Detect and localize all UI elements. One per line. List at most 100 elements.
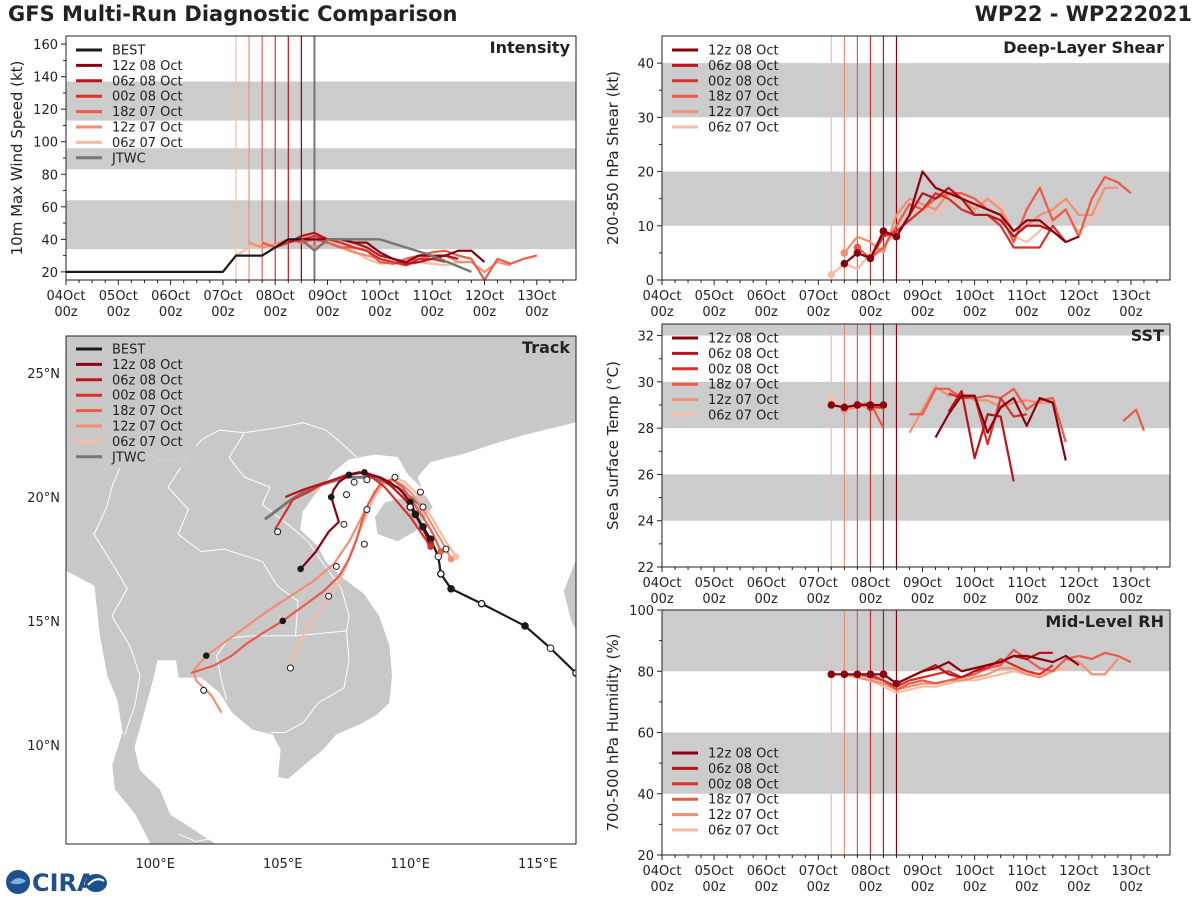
track-open-marker [416, 488, 424, 496]
legend-label: 12z 07 Oct [112, 420, 183, 435]
x-tick-label-date: 11Oct [1007, 576, 1046, 591]
track-18z-07-oct [190, 478, 442, 675]
x-tick-label-hour: 00z [1119, 880, 1143, 895]
x-tick-label-date: 05Oct [695, 576, 734, 591]
legend-label: 06z 07 Oct [708, 121, 779, 136]
legend-label: 00z 08 Oct [708, 74, 779, 89]
x-tick-label-date: 08Oct [256, 289, 295, 304]
chart-sst: 22242628303204Oct00z05Oct00z06Oct00z07Oc… [604, 323, 1171, 607]
y-tick-label: 140 [33, 71, 58, 86]
chart-track: 100°E 105°E 110°E 115°E 10°N 15°N 20°N 25°N Trac… [27, 335, 577, 872]
series-marker [827, 270, 836, 279]
track-open-marker [360, 540, 368, 548]
lon-tick-label: 110°E [390, 857, 430, 872]
legend-label: 18z 07 Oct [112, 105, 183, 120]
y-tick-label: 40 [637, 788, 654, 803]
x-tick-label-date: 07Oct [203, 289, 242, 304]
plot-frame [661, 35, 1171, 281]
track-marker [202, 652, 210, 659]
best-track-marker [546, 644, 555, 653]
track-open-marker [343, 491, 350, 499]
x-tick-label-date: 09Oct [903, 576, 942, 591]
track-open-marker [340, 520, 348, 528]
lat-tick-label: 25°N [27, 367, 60, 382]
jtwc-line [300, 238, 472, 273]
y-axis-label: 200-850 hPa Shear (kt) [604, 71, 622, 245]
x-tick-label-date: 13Oct [1111, 576, 1150, 591]
x-tick-label-hour: 00z [650, 305, 674, 320]
x-tick-label-hour: 00z [107, 305, 131, 320]
plot-area [662, 36, 1170, 280]
x-tick-label-date: 09Oct [903, 289, 942, 304]
x-tick-label-hour: 00z [755, 592, 779, 607]
legend-label: 06z 07 Oct [112, 136, 183, 151]
x-tick-label-hour: 00z [1067, 305, 1091, 320]
series-line-18z-07-oct [857, 648, 1132, 691]
track-06z-07-oct [289, 476, 458, 666]
series-line-06z-08-oct [883, 186, 1067, 243]
lon-tick-label: 105°E [263, 857, 303, 872]
best-track-marker [411, 510, 420, 519]
legend-label: 00z 08 Oct [708, 362, 779, 377]
legend-label: 12z 07 Oct [708, 105, 779, 120]
track-marker [452, 553, 460, 560]
chart-rh: 2040608010004Oct00z05Oct00z06Oct00z07Oct… [604, 604, 1171, 895]
legend-label: 18z 07 Oct [708, 378, 779, 393]
y-tick-label: 120 [33, 103, 58, 118]
chart-shear: 01020304004Oct00z05Oct00z06Oct00z07Oct00… [604, 35, 1171, 320]
x-tick-label-date: 10Oct [955, 864, 994, 879]
x-tick-label-hour: 00z [1067, 880, 1091, 895]
lat-tick-label: 15°N [27, 615, 60, 630]
track-open-marker [363, 476, 371, 484]
legend-label: 12z 08 Oct [708, 332, 779, 347]
legend-label: 12z 08 Oct [708, 747, 779, 762]
y-tick-label: 60 [637, 727, 654, 742]
x-tick-label-hour: 00z [1015, 880, 1039, 895]
panel-title: Mid-Level RH [1045, 612, 1164, 631]
x-tick-label-date: 06Oct [747, 864, 786, 879]
page-title: GFS Multi-Run Diagnostic Comparison [8, 2, 458, 26]
x-tick-label-date: 13Oct [1111, 864, 1150, 879]
series-marker [840, 249, 849, 257]
series-marker [892, 679, 901, 688]
y-tick-label: 100 [33, 136, 58, 151]
series-marker [866, 401, 875, 409]
x-tick-label-hour: 00z [807, 880, 831, 895]
y-tick-label: 80 [41, 168, 58, 183]
track-open-marker [350, 478, 358, 486]
series-marker [853, 249, 862, 257]
track-marker [297, 565, 304, 573]
legend-label: 06z 07 Oct [708, 824, 779, 839]
x-tick-label-hour: 00z [316, 305, 340, 320]
x-tick-label-date: 13Oct [517, 289, 556, 304]
best-track-marker [521, 622, 529, 630]
track-open-marker [363, 505, 371, 513]
x-tick-label-date: 10Oct [955, 289, 994, 304]
x-tick-label-hour: 00z [963, 880, 987, 895]
y-axis-label: 700-500 hPa Humidity (%) [604, 633, 622, 831]
best-track-line [66, 238, 302, 273]
track-marker [437, 548, 445, 555]
y-tick-label: 22 [637, 561, 654, 576]
legend-label: 06z 07 Oct [708, 409, 779, 424]
storm-id: WP22 - WP222021 [974, 2, 1192, 26]
country-border [93, 442, 141, 736]
track-open-marker [437, 570, 445, 578]
track-open-marker [442, 545, 450, 553]
x-tick-label-hour: 00z [702, 592, 726, 607]
shaded-band [662, 63, 1170, 118]
x-tick-label-date: 06Oct [151, 289, 190, 304]
plot-area [662, 324, 1170, 567]
lon-tick-label: 115°E [518, 857, 558, 872]
country-border [215, 638, 230, 701]
x-tick-label-hour: 00z [264, 305, 288, 320]
y-tick-label: 20 [637, 849, 654, 864]
legend-label: 18z 07 Oct [708, 793, 779, 808]
track-marker [406, 498, 414, 506]
x-tick-label-hour: 00z [473, 305, 497, 320]
series-marker [840, 403, 849, 412]
x-tick-label-date: 10Oct [955, 576, 994, 591]
legend-label: 00z 08 Oct [112, 90, 183, 105]
